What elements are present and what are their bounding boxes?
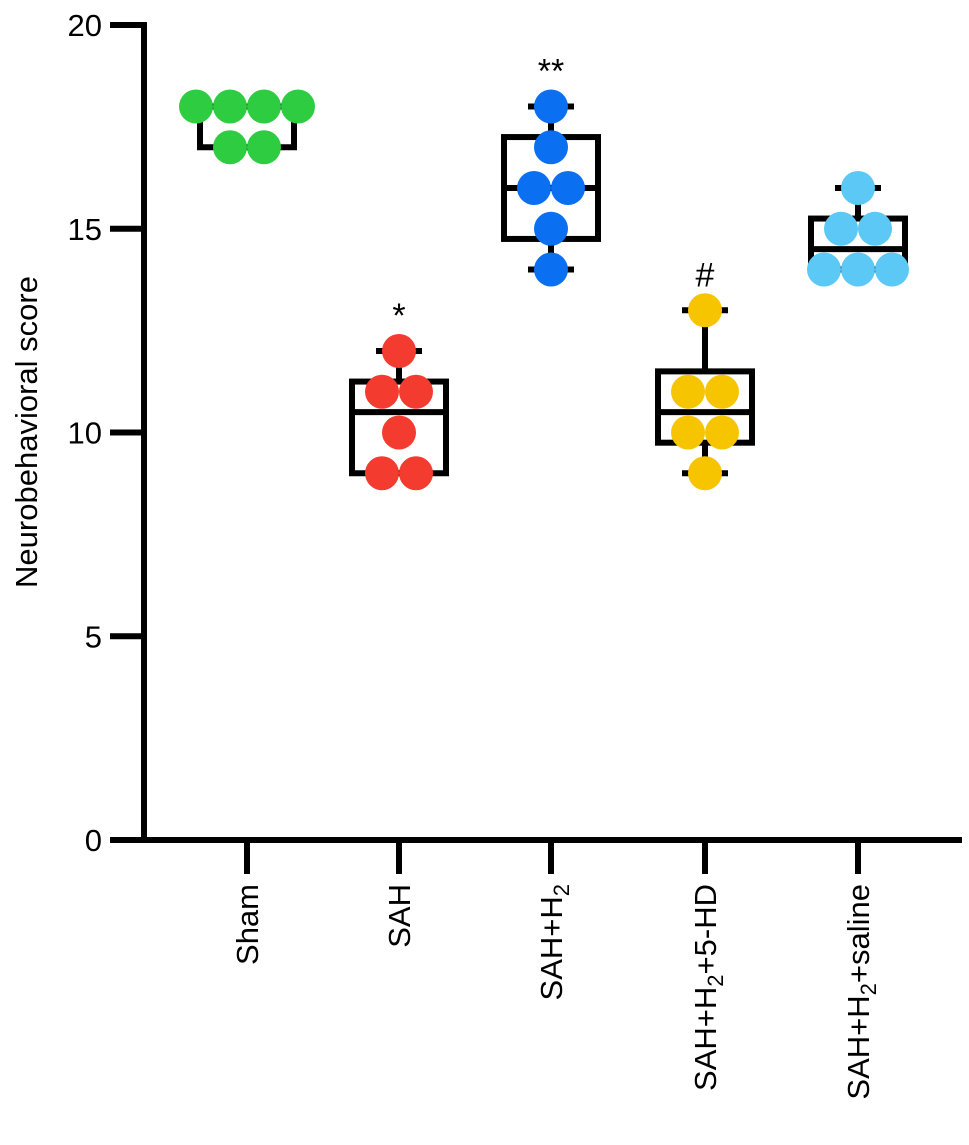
data-point <box>534 252 568 287</box>
data-point <box>807 252 841 287</box>
axes: 0 5 10 15 20 Sham SAH SAH+H2 SAH+H2+5-HD SAH+H2+s… <box>68 8 962 1100</box>
data-point <box>382 415 416 450</box>
data-point <box>858 211 892 246</box>
box <box>655 368 755 446</box>
data-point <box>551 171 585 205</box>
x-tick-label: SAH+H2+5-HD <box>688 884 728 1091</box>
significance-label: ** <box>538 53 564 91</box>
significance-label: # <box>696 256 715 294</box>
plot-area: ***# <box>179 53 909 491</box>
data-point <box>247 130 281 165</box>
y-tick-label: 5 <box>85 619 102 654</box>
y-tick-label: 15 <box>68 212 102 247</box>
data-point <box>179 89 213 124</box>
data-point <box>875 252 909 287</box>
data-point <box>688 293 722 328</box>
data-point <box>841 171 875 205</box>
data-point <box>671 374 705 409</box>
y-tick-label: 20 <box>68 8 102 43</box>
data-point <box>824 211 858 246</box>
y-tick-label: 10 <box>68 416 102 451</box>
box <box>197 103 297 151</box>
data-point <box>365 374 399 409</box>
data-point <box>213 89 247 124</box>
data-point <box>365 456 399 491</box>
data-point <box>517 171 551 205</box>
data-point <box>247 89 281 124</box>
y-axis-label: Neurobehavioral score <box>9 276 44 588</box>
x-tick-label: SAH+H2 <box>534 884 574 1000</box>
data-point <box>399 456 433 491</box>
box-group: * <box>349 297 449 491</box>
data-point <box>705 374 739 409</box>
x-tick-label: SAH+H2+saline <box>841 884 881 1100</box>
data-point <box>688 456 722 491</box>
data-point <box>671 415 705 450</box>
data-point <box>281 89 315 124</box>
box-group <box>807 171 909 287</box>
box-group: ** <box>501 53 601 287</box>
data-point <box>534 211 568 246</box>
data-point <box>399 374 433 409</box>
data-point <box>382 334 416 368</box>
data-point <box>534 130 568 165</box>
y-tick-label: 0 <box>85 823 102 858</box>
data-point <box>841 252 875 287</box>
x-tick-label: Sham <box>230 884 265 965</box>
data-point <box>705 415 739 450</box>
box-group <box>179 89 315 165</box>
data-point <box>534 89 568 124</box>
box-group: # <box>655 256 755 491</box>
significance-label: * <box>392 297 405 335</box>
x-tick-label: SAH <box>382 884 417 948</box>
data-point <box>213 130 247 165</box>
